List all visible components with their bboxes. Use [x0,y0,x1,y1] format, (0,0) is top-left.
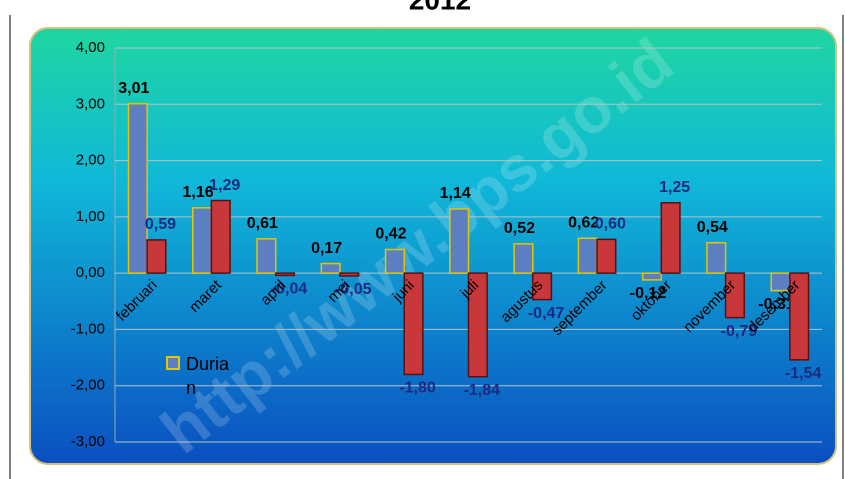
bar [467,272,488,378]
legend: Durian [166,352,256,400]
data-label: 1,16 [183,184,214,201]
y-tick-label: 4,00 [76,39,105,56]
data-label: 0,60 [595,216,626,233]
bar [706,241,727,274]
bar [192,207,213,274]
bar [532,272,553,301]
y-tick-label: 3,00 [76,95,105,112]
y-tick-label: 0,00 [76,264,105,281]
data-label: 0,62 [568,214,599,231]
legend-entry: Durian [166,352,256,400]
bar [596,238,617,274]
bar [256,238,277,274]
bar [320,262,341,274]
bar [403,272,424,376]
data-label: -1,84 [464,382,501,399]
bar [274,272,296,277]
data-label: 0,52 [504,220,535,237]
data-label: -0,05 [335,281,372,298]
bar [513,243,534,274]
data-label: 0,54 [697,219,728,236]
bar [210,199,231,274]
data-label: -0,47 [528,305,565,322]
bar [660,202,681,274]
bar [724,272,745,319]
data-label: 3,01 [118,80,149,97]
legend-label: Durian [186,354,230,398]
bar [339,272,360,277]
data-label: -1,80 [399,380,436,397]
bar [384,248,405,274]
data-label: 0,59 [145,216,176,233]
bar [146,239,167,274]
data-label: -0,79 [721,323,758,340]
data-label: -0,31 [758,296,795,313]
chart-title: 2012 [409,0,471,15]
y-tick-label: -2,00 [71,377,105,394]
data-label: 0,17 [311,240,342,257]
bar [449,208,470,274]
y-tick-label: -1,00 [71,320,105,337]
bar [127,102,148,274]
data-label: 0,42 [375,226,406,243]
data-label: -0,12 [630,285,667,302]
data-label: 1,29 [209,177,240,194]
y-tick-label: 1,00 [76,208,105,225]
data-label: -0,04 [271,281,308,298]
y-tick-label: -3,00 [71,433,105,450]
bar [577,237,598,274]
legend-swatch [166,356,180,370]
y-tick-label: 2,00 [76,152,105,169]
data-label: 1,25 [659,179,690,196]
data-label: 0,61 [247,215,278,232]
plot-bg [29,27,837,465]
bar [641,272,663,281]
data-label: 1,14 [440,185,471,202]
bar [789,272,810,361]
data-label: -1,54 [785,365,822,382]
